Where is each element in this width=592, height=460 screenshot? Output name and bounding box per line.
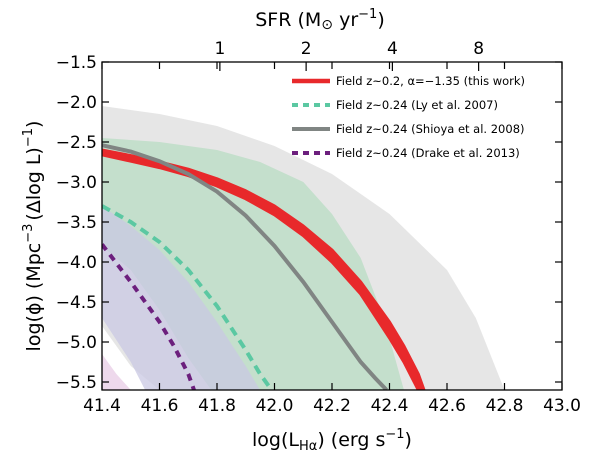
legend: Field z~0.2, α=−1.35 (this work) Field z~… [292,74,525,160]
legend-entry-3: Field z~0.24 (Drake et al. 2013) [336,146,520,160]
top-tick-label: 4 [387,39,398,59]
drake2013-band [102,206,261,390]
x-tick-label: 41.6 [141,396,179,416]
y-tick-label: −5.0 [56,333,97,353]
x-tick-label: 42.2 [313,396,351,416]
x-tick-label: 42.6 [428,396,466,416]
top-tick-label: 2 [301,39,312,59]
x-axis-title: log(LHα) (erg s−1) [252,427,412,454]
y-tick-label: −5.5 [56,373,97,393]
x-tick-label: 41.8 [198,396,236,416]
x-tick-label: 42.0 [256,396,294,416]
top-axis-title: SFR (M⊙ yr−1) [255,7,384,33]
top-tick-label: 1 [214,39,225,59]
x-tick-label: 42.8 [486,396,524,416]
pink-band [102,354,131,390]
top-tick-label: 8 [473,39,484,59]
y-tick-label: −1.5 [56,53,97,73]
series-line-2 [102,143,389,390]
x-tick-label: 43.0 [543,396,581,416]
x-tick-label: 41.4 [83,396,121,416]
x-tick-label: 42.4 [371,396,409,416]
y-tick-label: −3.5 [56,213,97,233]
legend-entry-1: Field z~0.24 (Ly et al. 2007) [336,98,498,112]
series-line-1 [102,204,274,390]
y-tick-label: −2.0 [56,93,97,113]
series-lines [102,143,426,390]
y-tick-label: −4.0 [56,253,97,273]
y-tick-label: −2.5 [56,133,97,153]
y-axis-title: log(ϕ) (Mpc−3(Δlog L)−1) [21,121,45,352]
y-tick-label: −3.0 [56,173,97,193]
series-line-3 [102,243,196,390]
legend-entry-0: Field z~0.2, α=−1.35 (this work) [336,74,525,88]
axis-ticks: 41.4 41.6 41.8 42.0 42.2 42.4 42.6 42.8 43.0 1 2 4 8… [56,39,581,416]
y-tick-label: −4.5 [56,293,97,313]
legend-entry-2: Field z~0.24 (Shioya et al. 2008) [336,122,525,136]
